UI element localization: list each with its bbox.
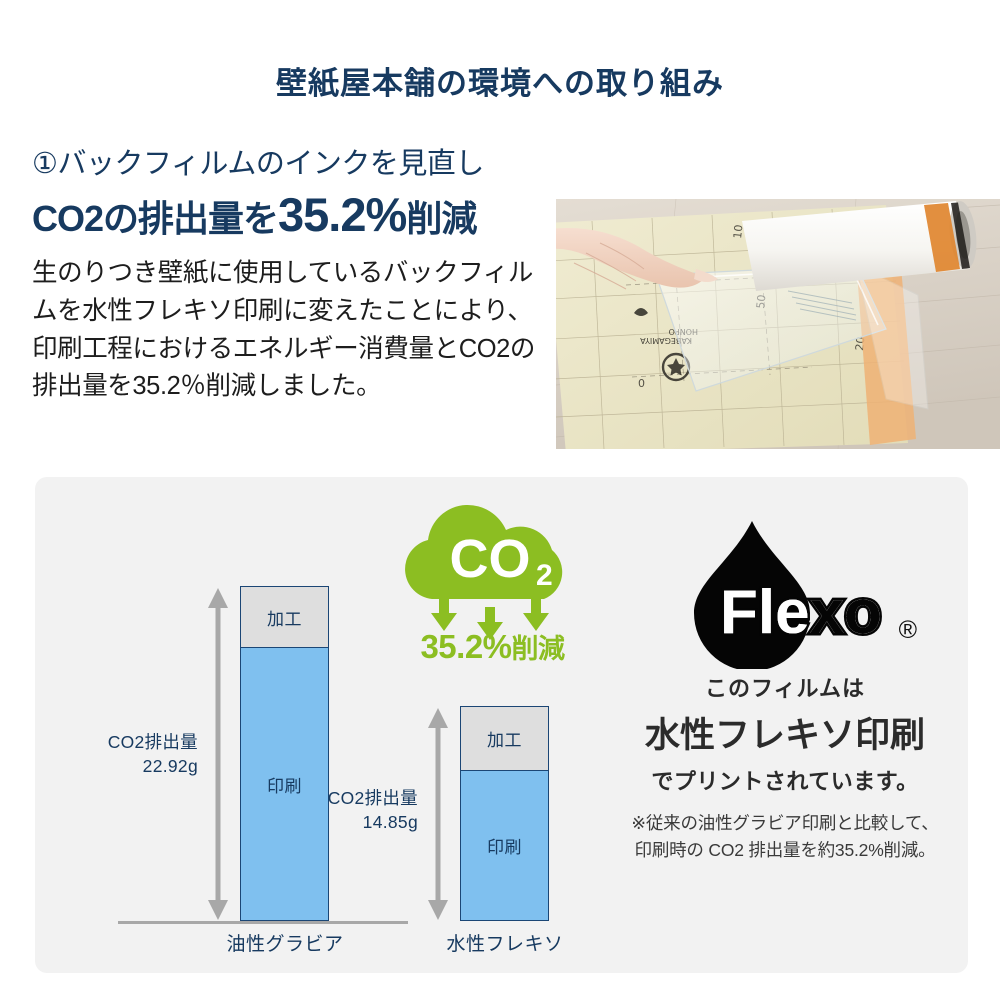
cloud-down-arrows [431,598,549,640]
water-drop-icon: Flexo Flexo Flexo [694,521,884,669]
page-title: 壁紙屋本舗の環境への取り組み [276,66,724,101]
dimension-arrow-oil-gravure [207,588,229,920]
flexo-logo: Flexo Flexo Flexo ® [615,517,955,669]
total-caption-oil: CO2排出量 [107,732,198,752]
bar-segment-printing: 印刷 [240,648,329,921]
intro-body-text: 生のりつき壁紙に使用しているバックフィルムを水性フレキソ印刷に変えたことにより、… [32,259,536,401]
total-label-water-flexo: CO2排出量 14.85g [283,787,418,834]
svg-text:KABEGAMIYA: KABEGAMIYA [640,336,692,345]
dimension-arrow-water-flexo [427,708,449,920]
bar-segment-processing-2: 加工 [460,706,549,771]
bar-segment-processing: 加工 [240,586,329,648]
cloud-reduction-suffix: 削減 [511,634,566,664]
x-label-oil-gravure: 油性グラビア [226,934,344,955]
x-label-water-flexo: 水性フレキソ [446,934,564,955]
total-caption-flexo: CO2排出量 [327,788,418,808]
co2-bar-chart: 加工 印刷 油性グラビア CO2排出量 22.92g 加工 印刷 水性フレキソ [35,477,563,973]
photo-illustration: 10 10 50 0 20 KABEGAMIYA HONPO [556,199,1000,449]
chart-baseline [118,921,408,924]
cloud-co2-text: CO [450,529,531,589]
bar-segment-printing-2: 印刷 [460,771,549,921]
wallpaper-film-photo: 10 10 50 0 20 KABEGAMIYA HONPO [556,199,1000,449]
cloud-reduction-text: 35.2%削減 [380,627,605,666]
svg-text:0: 0 [638,377,645,390]
intro-lead-line: ①バックフィルムのインクを見直し [32,148,484,180]
cloud-co2-subscript: 2 [536,559,553,592]
svg-text:10: 10 [731,224,745,239]
headline-suffix: 削減 [406,198,477,240]
flexo-panel: Flexo Flexo Flexo ® このフィルムは 水性フレキソ印刷 でプリ… [615,517,955,864]
total-value-oil: 22.92g [142,755,198,776]
registered-trademark-symbol: ® [898,616,917,644]
headline-value: 35.2% [278,188,407,242]
bar-oil-gravure: 加工 印刷 [240,586,329,921]
intro-copy-block: ①バックフィルムのインクを見直し CO2の排出量を35.2%削減 生のりつき壁紙… [32,148,547,406]
flexo-footnote: ※従来の油性グラビア印刷と比較して、 印刷時の CO2 排出量を約35.2%削減… [615,810,955,864]
flexo-wordmark-outline: Flexo [720,578,882,647]
flexo-wordmark: Flexo [720,578,882,647]
flexo-line-2: 水性フレキソ印刷 [644,716,925,755]
cloud-reduction-value: 35.2% [420,628,512,665]
headline-prefix: CO2の排出量を [32,198,279,240]
flexo-footnote-line-2: 印刷時の CO2 排出量を約35.2%削減。 [634,840,936,861]
intro-headline: CO2の排出量を35.2%削減 [32,189,547,241]
co2-cloud-graphic: CO 2 [380,495,605,695]
total-value-flexo: 14.85g [362,811,418,832]
flexo-footnote-line-1: ※従来の油性グラビア印刷と比較して、 [631,813,939,833]
total-label-oil-gravure: CO2排出量 22.92g [63,731,198,778]
comparison-card: 加工 印刷 油性グラビア CO2排出量 22.92g 加工 印刷 水性フレキソ [35,477,968,973]
bar-water-flexo: 加工 印刷 [460,706,549,921]
flexo-line-1: このフィルムは [704,676,866,701]
cloud-icon: CO 2 [405,504,563,640]
flexo-line-3: でプリントされています。 [651,769,919,794]
